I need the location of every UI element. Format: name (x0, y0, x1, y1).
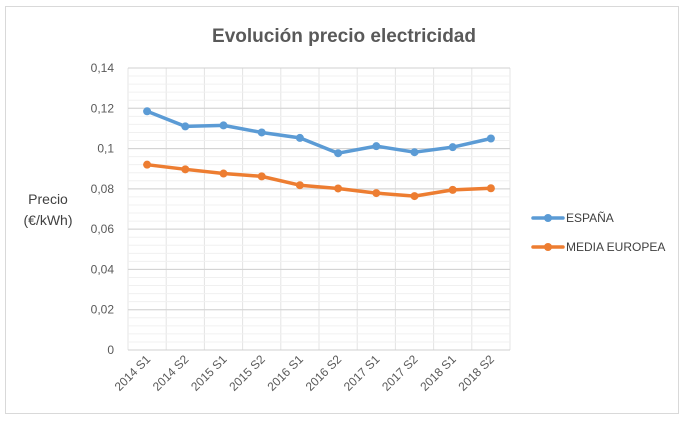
data-point (486, 184, 495, 193)
series-line (145, 109, 493, 155)
chart-frame (5, 6, 679, 414)
data-point (372, 142, 381, 151)
series-line (145, 162, 493, 198)
x-tick-label: 2018 S1 (417, 352, 459, 394)
y-axis-label-line1: Precio (28, 191, 68, 207)
series-layer (143, 107, 495, 201)
legend-swatch-marker (544, 243, 552, 251)
y-axis-ticks: 0 0,02 0,04 0,06 0,08 0,1 0,12 0,14 (91, 61, 115, 357)
y-tick-label: 0 (107, 343, 114, 357)
chart-title: Evolución precio electricidad (212, 26, 476, 47)
data-point (334, 149, 343, 158)
data-point (448, 185, 457, 194)
data-point (334, 184, 343, 193)
data-point (372, 189, 381, 198)
data-point (295, 181, 304, 190)
y-tick-label: 0,06 (91, 222, 115, 236)
x-tick-label: 2014 S2 (150, 352, 192, 394)
data-point (181, 165, 190, 174)
legend: ESPAÑA MEDIA EUROPEA (531, 211, 665, 254)
legend-swatch-marker (544, 214, 552, 222)
x-tick-label: 2016 S2 (303, 352, 345, 394)
gridlines (127, 67, 511, 351)
legend-label: MEDIA EUROPEA (566, 240, 665, 254)
data-point (448, 143, 457, 152)
y-tick-label: 0,02 (91, 303, 115, 317)
y-tick-label: 0,08 (91, 182, 115, 196)
data-point (257, 128, 266, 137)
x-tick-label: 2015 S1 (188, 352, 230, 394)
x-tick-label: 2014 S1 (112, 352, 154, 394)
x-tick-label: 2017 S2 (379, 352, 421, 394)
y-tick-label: 0,1 (97, 142, 114, 156)
data-point (143, 160, 152, 169)
y-tick-label: 0,14 (91, 61, 115, 75)
data-point (486, 134, 495, 143)
data-point (181, 122, 190, 131)
x-tick-label: 2016 S1 (265, 352, 307, 394)
data-point (410, 192, 419, 201)
legend-label: ESPAÑA (566, 211, 614, 225)
data-point (295, 133, 304, 142)
x-tick-label: 2015 S2 (226, 352, 268, 394)
data-point (410, 148, 419, 157)
y-tick-label: 0,04 (91, 262, 115, 276)
y-tick-label: 0,12 (91, 101, 115, 115)
x-tick-label: 2018 S2 (456, 352, 498, 394)
data-point (143, 107, 152, 116)
data-point (219, 121, 228, 130)
y-axis-label-line2: (€/kWh) (24, 212, 73, 228)
x-tick-label: 2017 S1 (341, 352, 383, 394)
data-point (257, 172, 266, 181)
data-point (219, 169, 228, 178)
